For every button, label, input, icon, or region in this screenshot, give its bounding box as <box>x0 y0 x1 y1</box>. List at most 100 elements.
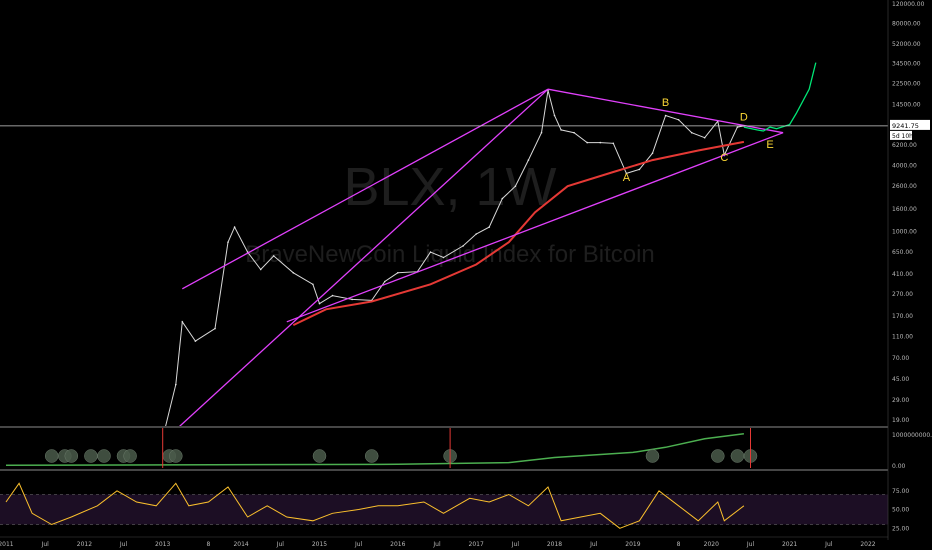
price-point-41 <box>703 136 706 139</box>
price-point-17 <box>397 272 399 274</box>
price-tick-label: 170.00 <box>892 313 913 320</box>
signal-circle-0 <box>44 449 59 463</box>
price-tick-label: 34500.00 <box>892 60 921 67</box>
price-point-12 <box>318 302 321 305</box>
price-point-11 <box>312 283 314 286</box>
rsi-band-fill <box>0 494 888 525</box>
price-point-26 <box>527 159 530 161</box>
price-point-19 <box>429 251 432 253</box>
time-tick-label: Jul <box>511 541 520 548</box>
price-point-38 <box>664 114 667 117</box>
countdown-label: 5d 10h <box>892 133 913 140</box>
price-point-29 <box>553 114 556 117</box>
time-tick-label: 2019 <box>625 541 640 548</box>
signal-circle-4 <box>97 449 111 463</box>
price-point-37 <box>651 152 654 154</box>
volume-indicator-line <box>5 432 744 467</box>
price-point-39 <box>677 119 680 121</box>
price-pane: A B C D E <box>0 62 888 426</box>
time-tick-label: 2011 <box>0 541 14 548</box>
signal-circle-3 <box>84 449 98 463</box>
time-axis[interactable]: 2011 Jul 2012 Jul 2013 8 2014 Jul 2015 Jul 2016 Jul… <box>0 536 888 548</box>
price-tick-label: 110.00 <box>892 334 913 341</box>
signal-circle-6 <box>123 449 137 463</box>
time-tick-label: 2014 <box>233 541 248 548</box>
signal-circle-10 <box>364 449 379 463</box>
price-point-16 <box>384 280 386 283</box>
time-tick-label: Jul <box>276 541 285 548</box>
rsi-tick-label: 25.00 <box>892 525 909 532</box>
current-price-label: 9241.75 <box>892 122 919 130</box>
price-point-22 <box>475 233 478 235</box>
time-tick-label: 2017 <box>469 541 484 548</box>
price-tick-label: 650.00 <box>892 249 913 256</box>
price-point-34 <box>612 142 615 145</box>
price-point-6 <box>233 226 236 228</box>
price-point-31 <box>573 131 575 134</box>
signal-circle-13 <box>711 449 725 463</box>
price-tick-label: 45.00 <box>892 376 909 383</box>
rsi-tick-label: 50.00 <box>892 507 909 514</box>
price-series-line <box>165 90 744 426</box>
price-point-36 <box>638 168 641 171</box>
time-tick-label: 2020 <box>704 541 719 548</box>
signal-circle-14 <box>730 449 745 463</box>
signal-circle-2 <box>64 449 79 463</box>
price-tick-label: 19.00 <box>892 417 909 424</box>
price-point-23 <box>488 226 491 228</box>
time-tick-label: 2012 <box>77 541 92 548</box>
time-tick-label: 2013 <box>155 541 170 548</box>
price-point-2 <box>181 321 184 323</box>
time-tick-label: Jul <box>119 541 128 548</box>
price-point-25 <box>514 185 517 187</box>
price-point-3 <box>194 340 197 342</box>
trendline-upper-2 <box>547 88 784 134</box>
volume-indicator-pane <box>0 426 888 468</box>
price-tick-label: 120000.00 <box>892 1 925 8</box>
time-tick-label: 8 <box>677 541 681 548</box>
wave-label-D: D <box>740 111 748 123</box>
price-point-9 <box>272 255 275 257</box>
watermark-symbol: BLX, 1W <box>343 157 556 217</box>
price-tick-label: 70.00 <box>892 355 909 362</box>
price-point-1 <box>175 383 177 386</box>
time-tick-label: Jul <box>746 541 755 548</box>
price-point-21 <box>462 245 464 247</box>
time-tick-label: Jul <box>432 541 441 548</box>
signal-circle-8 <box>169 449 183 463</box>
signal-circle-9 <box>312 449 327 463</box>
countdown-tag <box>890 130 912 140</box>
rsi-line <box>5 482 745 529</box>
wave-label-A: A <box>623 172 631 184</box>
rsi-pane <box>0 469 888 529</box>
watermark-description: BraveNewCoin Liquid Index for Bitcoin <box>245 241 655 268</box>
price-tick-label: 1600.00 <box>892 206 917 213</box>
price-point-32 <box>586 141 588 144</box>
price-point-10 <box>292 272 295 274</box>
wave-label-B: B <box>662 97 669 109</box>
price-tick-label: 52000.00 <box>892 41 921 48</box>
time-tick-label: 2022 <box>860 541 875 548</box>
price-point-33 <box>599 141 602 144</box>
indicator-tick-label: 1000000000.00 <box>892 432 932 439</box>
time-tick-label: 2021 <box>782 541 797 548</box>
price-axis[interactable]: 120000.00 80000.00 52000.00 34500.00 22500.0… <box>887 0 932 540</box>
trendline-lower <box>286 132 784 323</box>
price-tick-label: 29.00 <box>892 397 909 404</box>
rsi-tick-label: 75.00 <box>892 488 909 495</box>
price-point-24 <box>501 197 504 200</box>
price-tick-label: 6200.00 <box>892 142 917 149</box>
price-point-44 <box>736 126 739 128</box>
moving-average-line <box>292 140 745 327</box>
price-tick-label: 270.00 <box>892 291 913 298</box>
time-tick-label: Jul <box>824 541 833 548</box>
time-tick-label: 8 <box>206 541 210 548</box>
price-point-30 <box>560 129 562 131</box>
price-point-27 <box>540 131 543 134</box>
time-tick-label: Jul <box>589 541 598 548</box>
trendline-triangle-left <box>179 88 549 426</box>
signal-circle-12 <box>645 449 660 463</box>
price-point-8 <box>259 268 262 271</box>
